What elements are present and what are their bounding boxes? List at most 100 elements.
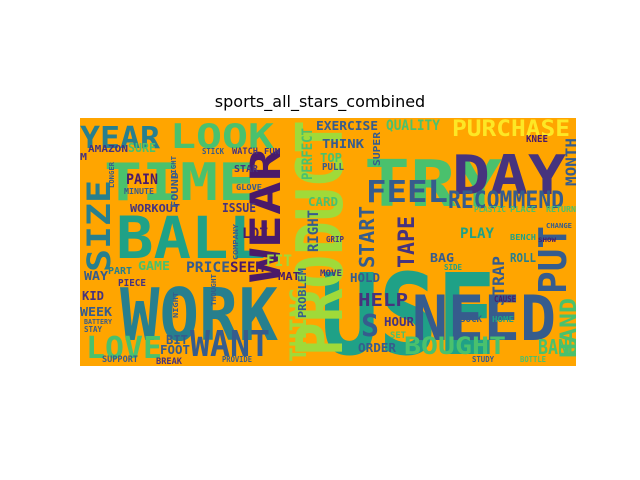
word-battery: BATTERY <box>84 318 113 326</box>
word-m: M <box>80 152 87 163</box>
word-thing: THING <box>287 288 312 362</box>
word-roll: ROLL <box>510 251 536 265</box>
word-play: PLAY <box>460 226 495 242</box>
word-place: PLACE <box>510 205 536 214</box>
word-sock: SOCK <box>460 315 483 325</box>
word-exercise: EXERCISE <box>316 119 378 133</box>
word-way: WAY <box>84 269 109 283</box>
word-stay: STAY <box>84 325 102 334</box>
word-need: NEED <box>412 282 556 355</box>
word-ball: BALL <box>116 204 266 272</box>
word-quality: QUALITY <box>386 118 441 134</box>
word-home: HOME <box>492 315 514 324</box>
word-use: USE <box>320 251 496 366</box>
word-week: WEEK <box>80 305 113 319</box>
word-cloud: USE PRODUCT WORK BALL TIME TRY NEED DAY WEAR LOOK… <box>80 118 576 366</box>
word-grip: GRIP <box>326 235 344 244</box>
word-game: GAME <box>138 259 170 273</box>
word-month: MONTH <box>564 138 576 186</box>
word-light: LIGHT <box>170 156 178 178</box>
word-s: S <box>361 309 379 344</box>
word-bit: BIT <box>166 333 188 347</box>
word-part: PART <box>108 266 132 277</box>
word-fun: FUN <box>264 147 280 156</box>
word-night: NIGHT <box>172 292 180 318</box>
word-cause: CAUSE <box>494 295 516 305</box>
word-strap: STRAP <box>489 256 508 306</box>
word-hour: HOUR <box>384 315 415 329</box>
word-glove: GLOVE <box>236 183 262 192</box>
word-put: PUT <box>531 226 575 294</box>
word-bottle: BOTTLE <box>520 355 546 364</box>
word-day: DAY <box>452 144 567 207</box>
word-price: PRICE <box>186 260 230 276</box>
word-start: START <box>355 206 379 268</box>
word-problem: PROBLEM <box>296 268 309 318</box>
word-thought: THOUGHT <box>210 274 218 306</box>
word-bag: BAG <box>430 251 454 265</box>
word-size: SIZE <box>80 180 118 272</box>
word-minute: MINUTE <box>124 187 154 196</box>
word-pain: PAIN <box>126 172 158 188</box>
word-order: ORDER <box>358 341 397 355</box>
word-found: FOUND <box>170 172 181 208</box>
word-star: STAR <box>234 164 259 175</box>
word-top: TOP <box>320 151 342 165</box>
word-change: CHANGE <box>546 222 572 230</box>
word-feel: FEEL <box>366 175 448 210</box>
word-recommend: RECOMMEND <box>448 186 564 214</box>
word-year: YEAR <box>80 121 161 156</box>
word-kid: KID <box>82 289 104 303</box>
word-lot: LOT <box>242 226 268 242</box>
word-think: THINK <box>322 137 365 151</box>
chart-title: sports_all_stars_combined <box>214 92 426 111</box>
word-move: MOVE <box>320 269 342 279</box>
word-wear: WEAR <box>241 147 290 282</box>
word-hold: HOLD <box>350 271 380 285</box>
word-time: TIME <box>104 153 256 213</box>
word-bought: BOUGHT <box>404 332 506 360</box>
word-want: WANT <box>190 324 270 365</box>
word-plastic: PLASTIC <box>474 205 506 214</box>
word-try: TRY <box>364 148 503 222</box>
word-perfect: PERFECT <box>300 128 316 180</box>
word-tape: TAPE <box>395 216 420 268</box>
word-fit: FIT <box>266 251 292 270</box>
word-company: COMPANY <box>232 223 240 260</box>
word-break: BREAK <box>156 357 183 366</box>
word-amazon: AMAZON <box>88 144 128 155</box>
word-product: PRODUCT <box>284 120 358 356</box>
word-pull: PULL <box>322 162 344 173</box>
word-look: LOOK <box>170 118 275 157</box>
word-return: RETURN <box>546 205 576 214</box>
word-set: SET <box>390 331 407 341</box>
word-work: WORK <box>120 273 279 357</box>
word-seem: SEEM <box>230 260 264 276</box>
word-mat: MAT <box>278 270 300 283</box>
word-foot: FOOT <box>160 343 190 357</box>
word-support: SUPPORT <box>102 355 139 365</box>
word-knee: KNEE <box>526 134 548 145</box>
word-card: CARD <box>308 195 338 209</box>
word-stick: STICK <box>202 147 224 156</box>
word-sure: SURE <box>128 141 156 155</box>
word-piece: PIECE <box>118 278 146 289</box>
word-purchase: PURCHASE <box>452 118 570 142</box>
word-hand: HAND <box>557 298 576 358</box>
word-band: BAND <box>538 335 576 359</box>
word-show: SHOW <box>538 237 556 244</box>
word-watch: WATCH <box>232 147 258 157</box>
word-help: HELP <box>358 290 408 311</box>
word-side: SIDE <box>444 263 462 272</box>
word-longer: LONGER <box>108 161 116 188</box>
word-love: LOVE <box>86 331 162 366</box>
word-provide: PROVIDE <box>222 355 252 364</box>
word-study: STUDY <box>472 355 494 364</box>
word-right: RIGHT <box>306 210 322 252</box>
word-cloud-background <box>80 118 576 366</box>
word-super: SUPER <box>372 131 383 166</box>
word-bench: BENCH <box>510 233 536 242</box>
word-workout: WORKOUT <box>130 202 180 215</box>
